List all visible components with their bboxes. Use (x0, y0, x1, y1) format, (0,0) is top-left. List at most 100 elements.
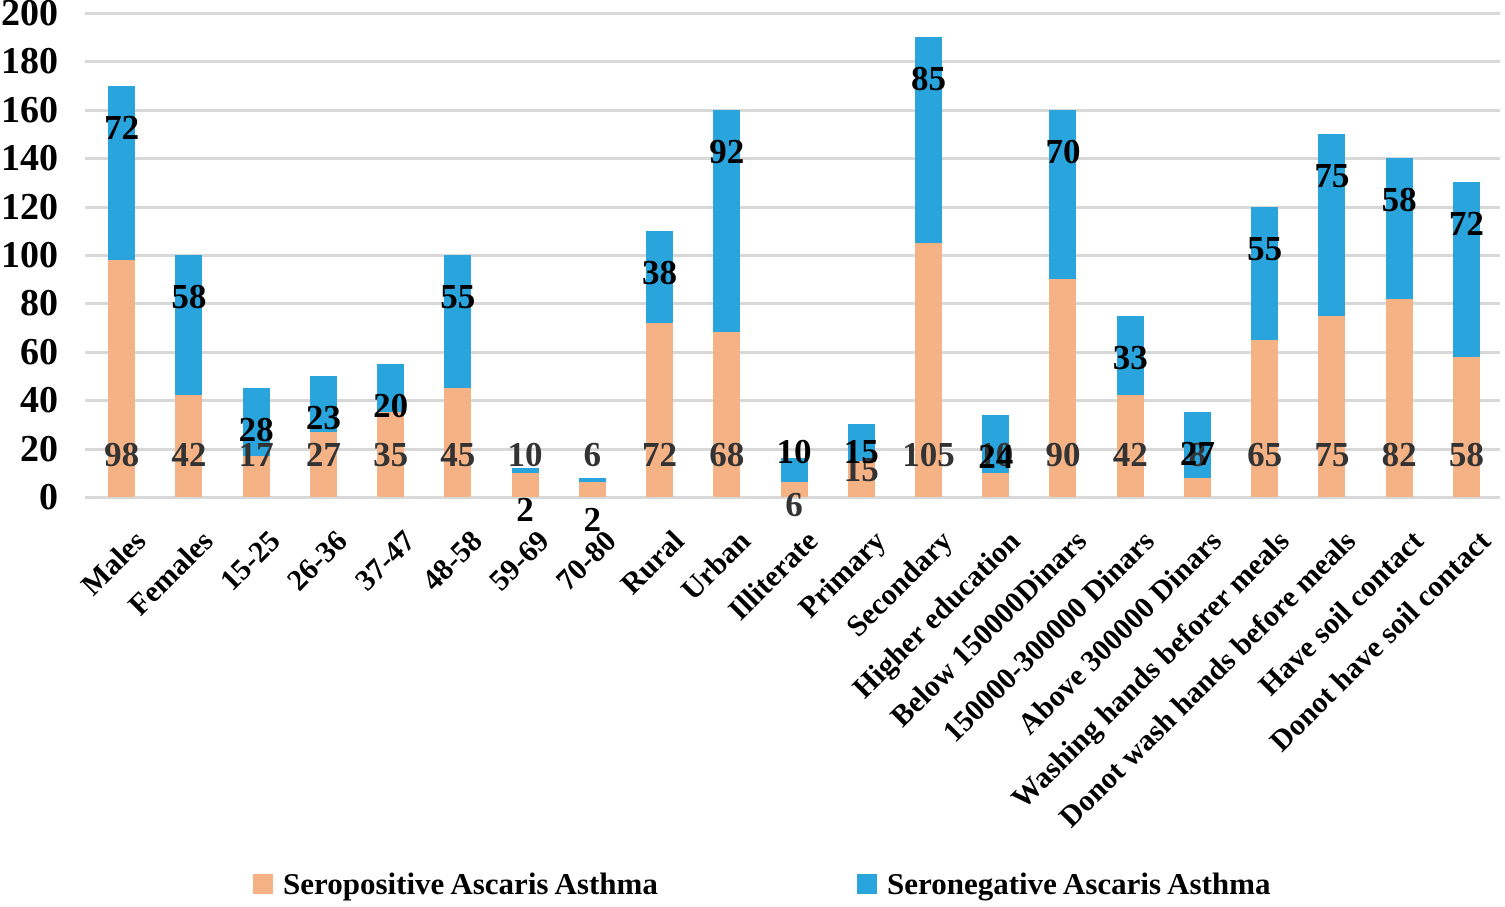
bar-seronegative-washing-hands-beforer-meals (1251, 206, 1279, 340)
data-label-seropositive-above-300000-dinars: 8 (1188, 435, 1207, 474)
x-axis-label-26-36: 26-36 (281, 524, 354, 598)
data-label-seronegative-higher-education: 24 (978, 436, 1014, 476)
data-label-seronegative-males: 72 (104, 107, 140, 147)
legend-label-seronegative: Seronegative Ascaris Asthma (887, 866, 1271, 901)
data-label-seronegative-illiterate: 10 (776, 432, 812, 472)
bar-seropositive-37-47 (377, 412, 405, 497)
gridline-160 (85, 108, 1500, 112)
bar-seropositive-have-soil-contact (1385, 298, 1413, 497)
bar-seronegative-48-58 (444, 255, 472, 389)
bar-seronegative-59-69 (511, 467, 539, 473)
bar-seropositive-below-150000dinars (1049, 279, 1077, 497)
data-label-seronegative-15-25: 28 (238, 410, 274, 450)
bar-seropositive-washing-hands-beforer-meals (1251, 339, 1279, 497)
data-label-seropositive-washing-hands-beforer-meals: 65 (1247, 435, 1283, 474)
y-axis-tick-label-120: 120 (1, 185, 58, 228)
x-axis-label-37-47: 37-47 (348, 524, 422, 598)
bar-seronegative-males (108, 85, 136, 260)
data-label-seropositive-rural: 72 (642, 435, 678, 474)
data-label-seropositive-37-47: 35 (373, 435, 409, 474)
bar-seropositive-150000-300000-dinars (1116, 395, 1144, 497)
gridline-200 (85, 12, 1500, 15)
y-axis-tick-label-200: 200 (1, 0, 58, 34)
x-axis-label-15-25: 15-25 (213, 524, 287, 598)
bar-seropositive-26-36 (309, 431, 337, 497)
y-axis-tick-label-180: 180 (1, 40, 58, 83)
data-label-seropositive-donot-wash-hands-before-meals: 75 (1314, 435, 1350, 474)
bar-seropositive-primary (847, 460, 875, 497)
data-label-seropositive-48-58: 45 (440, 435, 476, 474)
data-label-seropositive-males: 98 (104, 435, 140, 474)
bar-seropositive-males (108, 259, 136, 497)
bar-seropositive-59-69 (511, 472, 539, 497)
y-axis-tick-label-60: 60 (20, 330, 58, 373)
bar-seronegative-donot-have-soil-contact (1452, 182, 1480, 357)
data-label-seropositive-secondary: 105 (902, 435, 955, 474)
data-label-seropositive-higher-education: 10 (978, 435, 1014, 474)
bar-seronegative-below-150000dinars (1049, 109, 1077, 280)
data-label-seronegative-26-36: 23 (305, 398, 341, 437)
data-label-seropositive-70-80: 6 (583, 435, 602, 474)
data-label-seronegative-48-58: 55 (440, 277, 476, 316)
data-label-seronegative-females: 58 (171, 277, 207, 316)
bar-seronegative-primary (847, 424, 875, 461)
data-label-seropositive-59-69: 10 (507, 435, 543, 474)
data-label-seropositive-donot-have-soil-contact: 58 (1448, 435, 1484, 474)
bar-seronegative-rural (646, 230, 674, 323)
data-label-seronegative-have-soil-contact: 58 (1381, 180, 1417, 220)
y-axis-tick-label-40: 40 (20, 379, 58, 422)
data-label-seronegative-rural: 38 (642, 252, 678, 292)
y-axis-tick-label-160: 160 (1, 88, 58, 131)
bar-seropositive-15-25 (242, 455, 270, 497)
data-label-seronegative-above-300000-dinars: 27 (1179, 434, 1215, 474)
legend-item-seronegative: Seronegative Ascaris Asthma (857, 864, 1270, 904)
bar-seropositive-rural (646, 322, 674, 497)
gridline-40 (85, 399, 1500, 403)
data-label-seronegative-urban: 92 (709, 131, 745, 171)
data-label-seropositive-primary: 15 (843, 450, 879, 489)
data-label-seronegative-59-69: 2 (516, 489, 534, 529)
data-label-seropositive-urban: 68 (709, 435, 745, 474)
bar-seronegative-26-36 (309, 376, 337, 432)
y-axis-tick-label-80: 80 (20, 282, 58, 325)
bar-seropositive-donot-wash-hands-before-meals (1318, 315, 1346, 497)
bar-seronegative-above-300000-dinars (1183, 412, 1211, 478)
data-label-seropositive-below-150000dinars: 90 (1045, 435, 1081, 474)
gridline-180 (85, 60, 1500, 64)
gridline-140 (85, 157, 1500, 161)
gridline-100 (85, 254, 1500, 257)
bar-seropositive-females (175, 395, 203, 497)
bar-seropositive-70-80 (578, 482, 606, 497)
x-axis-label-48-58: 48-58 (415, 524, 489, 598)
bar-seronegative-secondary (914, 37, 942, 243)
bar-seronegative-have-soil-contact (1385, 158, 1413, 299)
bar-seropositive-illiterate (780, 482, 808, 497)
bar-seropositive-above-300000-dinars (1183, 477, 1211, 497)
legend-label-seropositive: Seropositive Ascaris Asthma (283, 866, 658, 901)
data-label-seronegative-secondary: 85 (910, 59, 946, 99)
data-label-seropositive-have-soil-contact: 82 (1381, 435, 1417, 474)
data-label-seronegative-primary: 15 (843, 432, 879, 472)
bar-seronegative-15-25 (242, 388, 270, 456)
bar-seropositive-secondary (914, 242, 942, 497)
gridline-120 (85, 205, 1500, 209)
data-label-seronegative-37-47: 20 (373, 385, 409, 425)
data-label-seronegative-donot-wash-hands-before-meals: 75 (1314, 156, 1350, 195)
y-axis-tick-label-20: 20 (20, 427, 58, 470)
bar-seropositive-donot-have-soil-contact (1452, 356, 1480, 497)
seronegative-swatch-icon (857, 874, 877, 894)
data-label-seropositive-15-25: 17 (238, 435, 274, 474)
bar-seropositive-higher-education (982, 472, 1010, 497)
y-axis-tick-label-140: 140 (1, 137, 58, 180)
gridline-80 (85, 302, 1500, 306)
bar-seronegative-37-47 (377, 363, 405, 413)
data-label-seropositive-females: 42 (171, 435, 207, 474)
y-axis-tick-label-100: 100 (1, 234, 58, 276)
bar-seronegative-donot-wash-hands-before-meals (1318, 134, 1346, 316)
bar-seronegative-urban (713, 109, 741, 333)
bar-seronegative-illiterate (780, 458, 808, 483)
data-label-seronegative-70-80: 2 (583, 499, 602, 539)
data-label-seropositive-26-36: 27 (305, 435, 341, 474)
data-label-seropositive-illiterate: 6 (785, 485, 803, 524)
bar-seronegative-150000-300000-dinars (1116, 315, 1144, 396)
